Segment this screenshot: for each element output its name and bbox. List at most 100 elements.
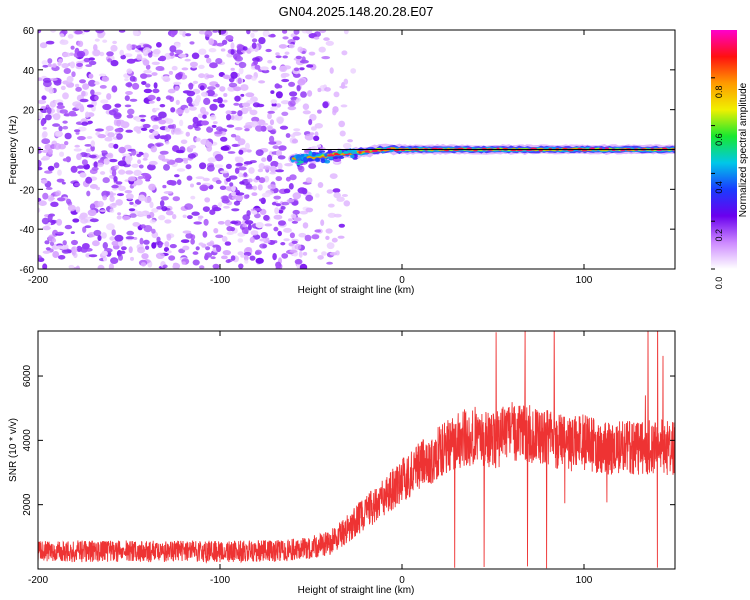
noise-cell bbox=[278, 44, 288, 49]
noise-cell bbox=[140, 224, 146, 229]
noise-cell bbox=[280, 242, 286, 246]
noise-cell bbox=[66, 198, 72, 205]
noise-cell bbox=[255, 257, 264, 264]
noise-cell bbox=[333, 91, 340, 98]
noise-cell bbox=[70, 45, 75, 50]
noise-cell bbox=[45, 40, 55, 45]
noise-cell bbox=[317, 255, 324, 260]
noise-cell bbox=[62, 158, 68, 162]
noise-cell bbox=[48, 88, 54, 94]
noise-cell bbox=[114, 165, 120, 170]
colorbar-tick-label: 0.2 bbox=[714, 229, 724, 242]
noise-cell bbox=[170, 107, 176, 113]
noise-cell bbox=[275, 265, 281, 269]
noise-cell bbox=[282, 36, 289, 40]
noise-cell bbox=[97, 200, 104, 208]
noise-cell bbox=[250, 120, 259, 128]
noise-cell bbox=[81, 121, 88, 126]
noise-cell bbox=[200, 186, 208, 192]
noise-cell bbox=[258, 163, 265, 170]
noise-cell bbox=[171, 30, 178, 36]
noise-cell bbox=[207, 157, 217, 163]
noise-cell bbox=[149, 219, 156, 224]
noise-cell bbox=[201, 91, 209, 97]
heatmap-y-tick-label: 40 bbox=[23, 66, 35, 77]
noise-cell bbox=[55, 131, 63, 137]
noise-cell bbox=[58, 58, 63, 63]
noise-cell bbox=[42, 225, 51, 231]
noise-cell bbox=[181, 261, 186, 265]
noise-cell bbox=[75, 206, 81, 213]
noise-cell bbox=[149, 201, 154, 209]
noise-cell bbox=[214, 154, 224, 162]
noise-cell bbox=[221, 236, 228, 242]
noise-cell bbox=[113, 143, 119, 149]
noise-cell bbox=[70, 165, 78, 173]
snr-y-tick-label: 6000 bbox=[22, 364, 33, 387]
noise-cell bbox=[281, 111, 289, 117]
noise-cell bbox=[236, 43, 244, 50]
noise-cell bbox=[288, 100, 296, 107]
noise-cell bbox=[164, 241, 170, 248]
noise-cell bbox=[242, 102, 251, 108]
noise-cell bbox=[152, 48, 161, 55]
noise-cell bbox=[287, 106, 297, 111]
noise-cell bbox=[242, 222, 247, 228]
noise-cell bbox=[292, 36, 300, 41]
noise-cell bbox=[238, 67, 244, 75]
noise-cell bbox=[212, 98, 219, 103]
noise-cell bbox=[313, 135, 320, 141]
noise-cell bbox=[260, 232, 268, 239]
noise-cell bbox=[84, 225, 92, 229]
noise-cell bbox=[85, 148, 92, 153]
noise-cell bbox=[179, 30, 184, 36]
noise-cell bbox=[112, 108, 119, 113]
noise-cell bbox=[216, 126, 223, 132]
noise-cell bbox=[88, 79, 97, 87]
noise-cell bbox=[254, 64, 261, 70]
noise-cell bbox=[225, 177, 231, 182]
noise-cell bbox=[168, 255, 176, 261]
noise-cell bbox=[109, 236, 116, 241]
noise-cell bbox=[174, 127, 182, 135]
noise-cell bbox=[118, 146, 126, 154]
noise-cell bbox=[72, 218, 80, 223]
noise-cell bbox=[271, 65, 277, 71]
noise-cell bbox=[45, 114, 52, 121]
colorbar-label: Normalized spectral amplitude bbox=[738, 82, 749, 217]
noise-cell bbox=[131, 148, 137, 156]
noise-cell bbox=[234, 156, 240, 162]
noise-cell bbox=[111, 169, 117, 177]
noise-cell bbox=[262, 30, 270, 37]
noise-cell bbox=[208, 48, 217, 53]
noise-cell bbox=[109, 208, 115, 213]
noise-cell bbox=[215, 58, 223, 64]
noise-cell bbox=[261, 157, 267, 162]
noise-cell bbox=[85, 253, 91, 258]
noise-cell bbox=[119, 49, 124, 56]
noise-cell bbox=[182, 245, 190, 251]
noise-cell bbox=[197, 215, 204, 219]
noise-cell bbox=[255, 222, 264, 229]
noise-cell bbox=[167, 124, 175, 129]
noise-cell bbox=[302, 103, 310, 110]
noise-cell bbox=[258, 198, 264, 202]
noise-cell bbox=[313, 248, 318, 253]
noise-cell bbox=[133, 203, 138, 207]
noise-cell bbox=[220, 136, 228, 142]
noise-cell bbox=[153, 82, 158, 89]
noise-cell bbox=[203, 97, 211, 105]
noise-cell bbox=[110, 59, 119, 67]
noise-cell bbox=[223, 205, 230, 209]
noise-cell bbox=[269, 119, 275, 126]
noise-cell bbox=[238, 263, 244, 269]
noise-cell bbox=[206, 242, 214, 247]
signal-spill bbox=[306, 157, 313, 162]
noise-cell bbox=[169, 244, 177, 249]
noise-cell bbox=[298, 250, 303, 258]
signal-hotspot bbox=[327, 154, 335, 157]
noise-cell bbox=[99, 209, 107, 213]
noise-cell bbox=[38, 150, 42, 154]
noise-cell bbox=[128, 246, 133, 254]
noise-cell bbox=[151, 242, 157, 249]
